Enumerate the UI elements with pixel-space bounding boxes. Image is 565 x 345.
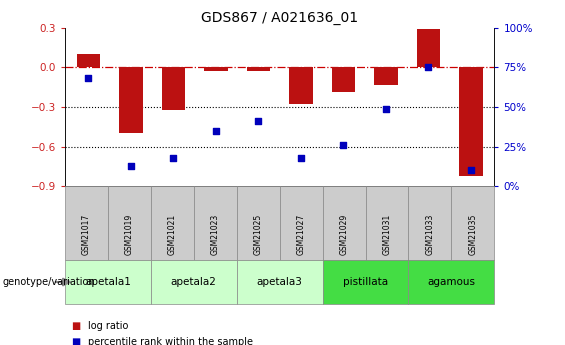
Bar	[204, 67, 228, 71]
Text: log ratio: log ratio	[88, 321, 128, 331]
Text: GSM21021: GSM21021	[168, 214, 177, 255]
Text: agamous: agamous	[428, 277, 475, 287]
Point	[297, 155, 306, 160]
Bar	[119, 67, 142, 134]
Text: GSM21035: GSM21035	[468, 214, 477, 255]
Point	[424, 65, 433, 70]
Bar	[374, 67, 398, 85]
Point	[169, 155, 178, 160]
Text: percentile rank within the sample: percentile rank within the sample	[88, 337, 253, 345]
Title: GDS867 / A021636_01: GDS867 / A021636_01	[201, 11, 358, 25]
Bar	[162, 67, 185, 110]
Text: GSM21019: GSM21019	[125, 214, 134, 255]
Text: genotype/variation: genotype/variation	[3, 277, 95, 287]
Text: GSM21023: GSM21023	[211, 214, 220, 255]
Point	[127, 163, 136, 168]
Text: GSM21033: GSM21033	[425, 214, 434, 255]
Text: ■: ■	[71, 337, 80, 345]
Point	[211, 128, 220, 134]
Point	[84, 76, 93, 81]
Point	[339, 142, 348, 148]
Text: ■: ■	[71, 321, 80, 331]
Bar	[289, 67, 312, 104]
Bar	[247, 67, 270, 71]
Point	[381, 106, 390, 111]
Text: pistillata: pistillata	[343, 277, 388, 287]
Bar	[459, 67, 483, 176]
Point	[467, 168, 476, 173]
Bar	[417, 29, 440, 67]
Text: GSM21027: GSM21027	[297, 214, 306, 255]
Bar	[77, 54, 100, 67]
Text: GSM21017: GSM21017	[82, 214, 91, 255]
Text: apetala3: apetala3	[257, 277, 303, 287]
Text: GSM21029: GSM21029	[340, 214, 349, 255]
Text: apetala1: apetala1	[85, 277, 131, 287]
Text: apetala2: apetala2	[171, 277, 217, 287]
Point	[254, 118, 263, 124]
Text: GSM21031: GSM21031	[383, 214, 392, 255]
Bar	[332, 67, 355, 92]
Text: GSM21025: GSM21025	[254, 214, 263, 255]
